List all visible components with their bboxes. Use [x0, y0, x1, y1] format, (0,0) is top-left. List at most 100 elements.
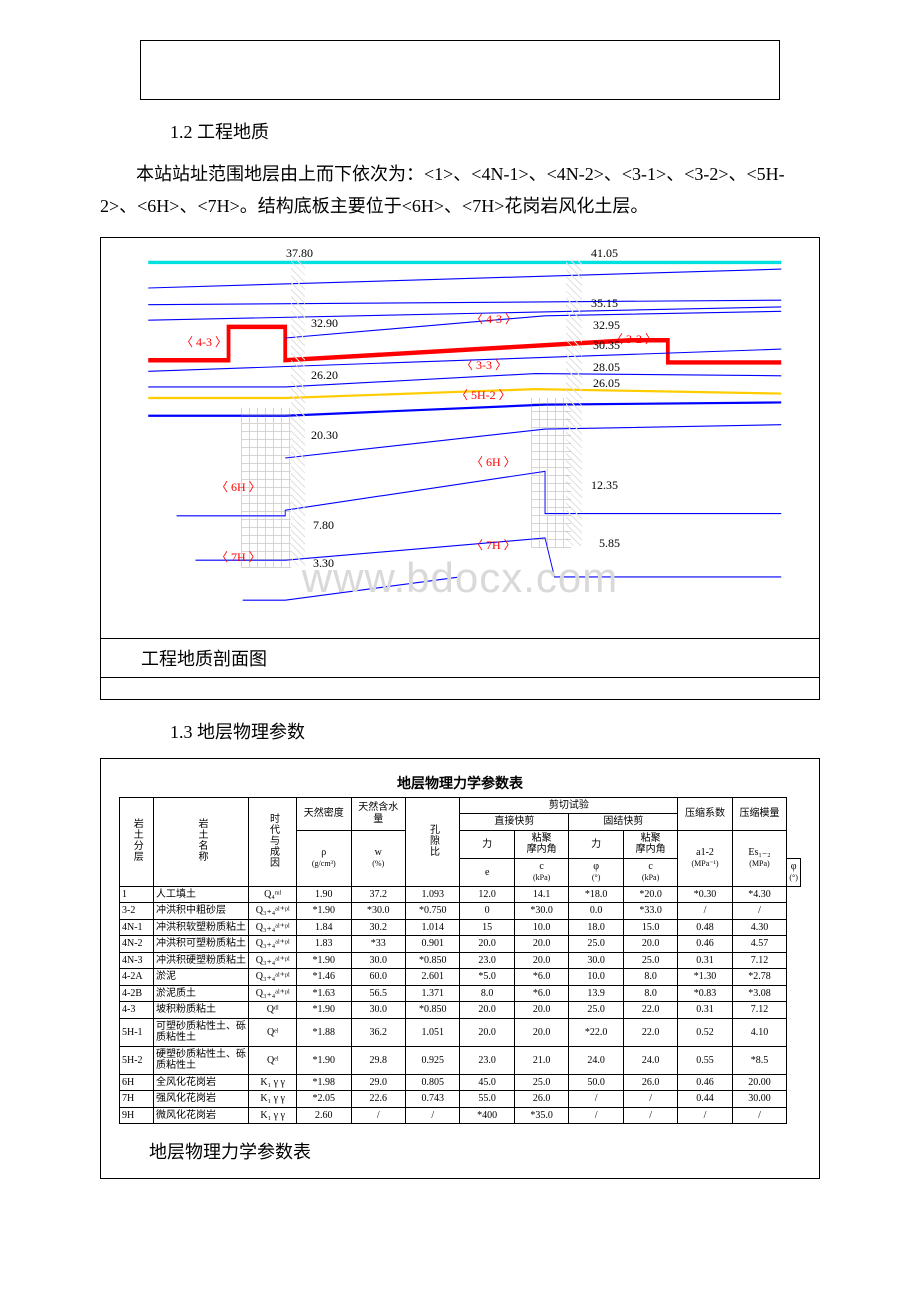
th-density: 天然密度: [297, 797, 351, 830]
cell-rho: 1.84: [297, 919, 351, 936]
cell-gen: Qᵉˡ: [249, 1018, 297, 1046]
cell-p2: 8.0: [623, 969, 677, 986]
cell-name: 冲洪积中粗砂层: [154, 903, 249, 920]
cell-id: 7H: [120, 1091, 154, 1108]
cell-p2: /: [623, 1091, 677, 1108]
cell-a: 0.31: [678, 1002, 732, 1019]
cell-c1: 8.0: [460, 985, 514, 1002]
stratum-tag: 〈 7H 〉: [471, 536, 516, 553]
cell-c1: 15: [460, 919, 514, 936]
param-table-caption: 地层物理力学参数表: [149, 1138, 801, 1164]
table-row: 6H全风化花岗岩K₁ γ γ*1.9829.00.80545.025.050.0…: [120, 1074, 801, 1091]
th-layer: 岩土分层: [120, 797, 154, 886]
cell-a: 0.46: [678, 1074, 732, 1091]
table-row: 5H-2硬塑砂质粘性土、砾质粘性土Qᵉˡ*1.9029.80.92523.021…: [120, 1046, 801, 1074]
elevation-label: 5.85: [599, 536, 620, 551]
cell-c2: 24.0: [569, 1046, 623, 1074]
cell-w: 36.2: [351, 1018, 405, 1046]
cell-rho: *1.90: [297, 1002, 351, 1019]
th-direct: 直接快剪: [460, 814, 569, 831]
th-c1: c(kPa): [514, 858, 568, 886]
cell-c1: 23.0: [460, 952, 514, 969]
cell-name: 淤泥: [154, 969, 249, 986]
cell-name: 人工填土: [154, 886, 249, 903]
cell-e: 1.014: [405, 919, 459, 936]
cell-p2: 15.0: [623, 919, 677, 936]
cell-rho: 2.60: [297, 1107, 351, 1124]
table-row: 9H微风化花岗岩K₁ γ γ2.60//*400*35.0////: [120, 1107, 801, 1124]
table-row: 4N-2冲洪积可塑粉质粘土Q₃₊₄ᵃˡ⁺ᵖˡ1.83*330.90120.020…: [120, 936, 801, 953]
cell-gen: Q₃₊₄ᵃˡ⁺ᵖˡ: [249, 969, 297, 986]
cell-rho: *1.63: [297, 985, 351, 1002]
cell-p2: 8.0: [623, 985, 677, 1002]
cell-p1: 21.0: [514, 1046, 568, 1074]
cell-c1: 55.0: [460, 1091, 514, 1108]
table-row: 5H-1可塑砂质粘性土、砾质粘性土Qᵉˡ*1.8836.21.05120.020…: [120, 1018, 801, 1046]
table-row: 4N-1冲洪积软塑粉质粘土Q₃₊₄ᵃˡ⁺ᵖˡ1.8430.21.0141510.…: [120, 919, 801, 936]
th-p2: φ(°): [787, 858, 801, 886]
cell-p1: *35.0: [514, 1107, 568, 1124]
cell-a: 0.44: [678, 1091, 732, 1108]
cell-es: *2.78: [732, 969, 786, 986]
th-rho-sym: ρ(g/cm³): [297, 830, 351, 886]
strata-line: [148, 300, 781, 304]
th-w-sym: w(%): [351, 830, 405, 886]
cell-c2: 18.0: [569, 919, 623, 936]
cell-c1: 20.0: [460, 1002, 514, 1019]
elevation-label: 26.20: [311, 368, 338, 383]
cell-es: 4.10: [732, 1018, 786, 1046]
cell-rho: 1.90: [297, 886, 351, 903]
strata-line: [148, 269, 781, 288]
cell-gen: Q₄ᵐˡ: [249, 886, 297, 903]
cell-a: 0.52: [678, 1018, 732, 1046]
cell-w: *33: [351, 936, 405, 953]
cell-w: 22.6: [351, 1091, 405, 1108]
cell-c1: *400: [460, 1107, 514, 1124]
cell-es: *4.30: [732, 886, 786, 903]
cell-id: 4-3: [120, 1002, 154, 1019]
th-genesis: 时代与成因: [249, 797, 297, 886]
cell-es: 30.00: [732, 1091, 786, 1108]
cell-id: 3-2: [120, 903, 154, 920]
elevation-label: 26.05: [593, 376, 620, 391]
elevation-label: 35.15: [591, 296, 618, 311]
cell-w: 29.0: [351, 1074, 405, 1091]
stratum-tag: 〈 4-3 〉: [471, 310, 517, 327]
cell-e: 0.743: [405, 1091, 459, 1108]
cell-p1: 20.0: [514, 952, 568, 969]
cell-p1: 20.0: [514, 936, 568, 953]
stratum-tag: 〈 4-3 〉: [181, 333, 227, 350]
cell-c1: 45.0: [460, 1074, 514, 1091]
cell-e: /: [405, 1107, 459, 1124]
cell-rho: 1.83: [297, 936, 351, 953]
cell-rho: *1.46: [297, 969, 351, 986]
cell-gen: Q₃₊₄ᵃˡ⁺ᵖˡ: [249, 919, 297, 936]
stratum-tag: 〈 3-3 〉: [461, 356, 507, 373]
cell-a: 0.48: [678, 919, 732, 936]
cell-p2: *33.0: [623, 903, 677, 920]
geology-cross-section: 37.8041.0535.1532.9032.9530.3526.2028.05…: [101, 238, 819, 638]
cell-es: /: [732, 1107, 786, 1124]
cell-c1: *5.0: [460, 969, 514, 986]
cell-p1: *6.0: [514, 969, 568, 986]
cell-a: *0.30: [678, 886, 732, 903]
cell-gen: Q₃₊₄ᵃˡ⁺ᵖˡ: [249, 903, 297, 920]
param-table-box: 地层物理力学参数表 岩土分层 岩土名称 时代与成因 天然密度 天然含水量 孔隙比…: [100, 758, 820, 1180]
cell-c2: 25.0: [569, 1002, 623, 1019]
cell-e: 1.371: [405, 985, 459, 1002]
cell-p1: *30.0: [514, 903, 568, 920]
stratum-tag: 〈 3-2 〉: [611, 330, 657, 347]
table-row: 1人工填土Q₄ᵐˡ1.9037.21.09312.014.1*18.0*20.0…: [120, 886, 801, 903]
elevation-label: 37.80: [286, 246, 313, 261]
param-table-title: 地层物理力学参数表: [119, 773, 801, 793]
cell-a: /: [678, 903, 732, 920]
cell-id: 1: [120, 886, 154, 903]
cell-e: 1.051: [405, 1018, 459, 1046]
cell-e: 2.601: [405, 969, 459, 986]
cell-e: 0.925: [405, 1046, 459, 1074]
cell-c2: 50.0: [569, 1074, 623, 1091]
cell-w: 29.8: [351, 1046, 405, 1074]
th-es: 压缩模量: [732, 797, 786, 830]
cell-c2: 30.0: [569, 952, 623, 969]
cell-name: 硬塑砂质粘性土、砾质粘性土: [154, 1046, 249, 1074]
